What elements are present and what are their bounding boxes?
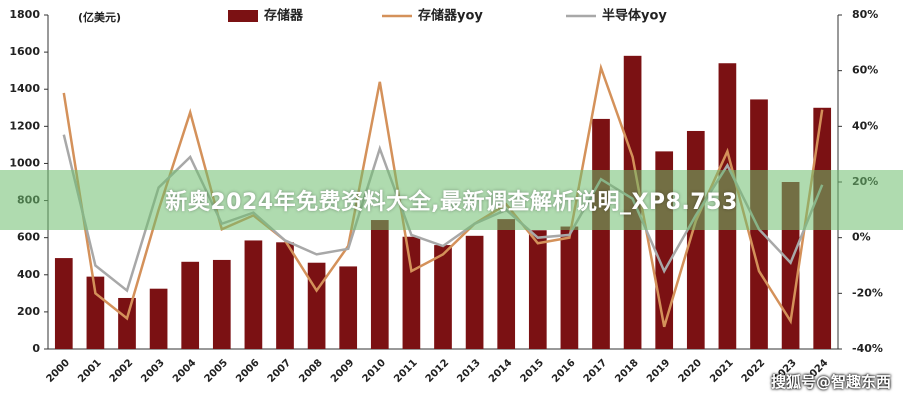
- y-tick-label: 200: [17, 305, 40, 318]
- x-tick-label: 2019: [645, 357, 672, 384]
- x-tick-label: 2000: [45, 357, 72, 384]
- bar: [528, 230, 547, 349]
- bar: [86, 276, 105, 349]
- x-tick-label: 2018: [613, 357, 640, 384]
- bar: [497, 219, 516, 349]
- legend-label: 存储器: [264, 8, 304, 24]
- x-tick-label: 2022: [740, 357, 767, 384]
- x-tick-label: 2007: [266, 357, 293, 384]
- x-tick-label: 2008: [297, 357, 324, 384]
- bar: [560, 226, 579, 349]
- bar: [592, 118, 610, 350]
- x-tick-label: 2009: [329, 357, 356, 384]
- y-unit-label: (亿美元): [78, 10, 121, 24]
- x-tick-label: 2015: [519, 357, 546, 384]
- bar: [402, 236, 421, 349]
- bar: [276, 242, 294, 349]
- x-tick-label: 2006: [234, 357, 261, 384]
- x-tick-label: 2013: [455, 357, 482, 384]
- bar: [307, 262, 326, 349]
- x-tick-label: 2014: [487, 357, 514, 384]
- y2-tick-label: 80%: [852, 8, 878, 21]
- x-tick-label: 2010: [361, 357, 388, 384]
- bar: [181, 261, 200, 349]
- bar: [465, 235, 484, 349]
- legend-label: 半导体yoy: [602, 8, 667, 24]
- legend-swatch: [228, 10, 258, 22]
- x-tick-label: 2004: [171, 357, 198, 384]
- x-tick-label: 2003: [139, 357, 166, 384]
- y-tick-label: 400: [17, 268, 40, 281]
- legend-label: 存储器yoy: [418, 8, 483, 24]
- y2-tick-label: -40%: [852, 342, 883, 355]
- x-tick-label: 2020: [677, 357, 704, 384]
- bar: [339, 266, 358, 349]
- x-tick-label: 2012: [424, 357, 451, 384]
- bar: [54, 258, 73, 349]
- y-tick-label: 1800: [9, 8, 40, 21]
- y-tick-label: 1600: [9, 45, 40, 58]
- x-tick-label: 2005: [203, 357, 230, 384]
- y2-tick-label: 60%: [852, 64, 878, 77]
- y2-tick-label: 40%: [852, 119, 878, 132]
- y-tick-label: 1200: [9, 119, 40, 132]
- bar: [212, 259, 231, 349]
- x-tick-label: 2017: [582, 357, 609, 384]
- bar: [244, 240, 263, 349]
- y-tick-label: 0: [32, 342, 40, 355]
- bar: [118, 297, 136, 349]
- x-tick-label: 2002: [108, 357, 135, 384]
- watermark: 搜狐号@智趣东西: [770, 373, 891, 391]
- x-tick-label: 2011: [392, 357, 419, 384]
- y2-tick-label: 0%: [852, 231, 871, 244]
- y-tick-label: 1000: [9, 156, 40, 169]
- x-tick-label: 2021: [708, 357, 735, 384]
- x-tick-label: 2016: [550, 357, 577, 384]
- bar: [434, 245, 452, 349]
- x-tick-label: 2001: [76, 357, 103, 384]
- y-tick-label: 1400: [9, 82, 40, 95]
- y-tick-label: 600: [17, 231, 40, 244]
- bar: [149, 288, 168, 349]
- y2-tick-label: -20%: [852, 286, 883, 299]
- bar: [370, 220, 389, 349]
- banner: 新奥2024年免费资料大全,最新调查解析说明_XP8.753: [0, 170, 903, 230]
